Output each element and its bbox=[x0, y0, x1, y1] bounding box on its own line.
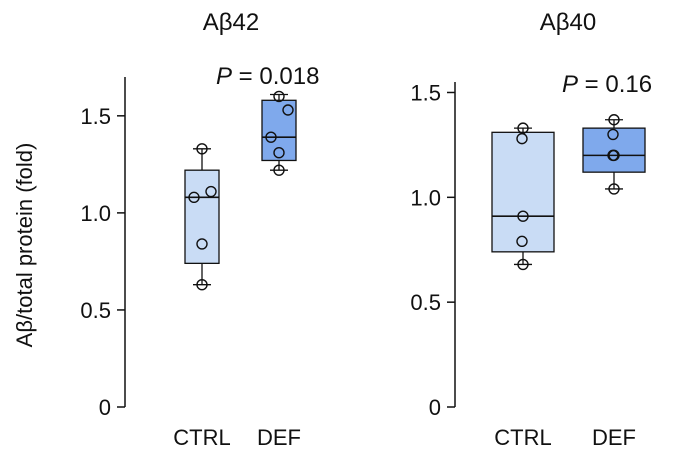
panel-abeta42-plot: 0 0.5 1.0 1.5 CTRL DEF bbox=[80, 77, 301, 450]
data-point bbox=[265, 131, 277, 143]
box-iqr bbox=[184, 169, 220, 265]
panel-abeta42-y-tick-label: 0 bbox=[99, 395, 111, 420]
panel-abeta40-title: Aβ40 bbox=[540, 9, 597, 36]
panel-abeta42-x-label-ctrl: CTRL bbox=[173, 425, 230, 450]
panel-abeta40-x-label-def: DEF bbox=[592, 425, 636, 450]
data-point bbox=[273, 147, 285, 159]
panel-abeta40-y-tick-label: 0.5 bbox=[410, 290, 441, 315]
box-iqr bbox=[491, 131, 555, 253]
data-point bbox=[273, 164, 285, 176]
data-point bbox=[608, 183, 620, 195]
panel-abeta40-plot: 0 0.5 1.0 1.5 CTRL DEF bbox=[410, 80, 646, 450]
panel-abeta40-p-value: P = 0.16 bbox=[562, 71, 652, 98]
panel-abeta42-p-letter: P bbox=[216, 63, 232, 90]
data-point bbox=[517, 122, 529, 134]
panel-abeta42-p-value: P = 0.018 bbox=[216, 63, 319, 90]
data-point bbox=[196, 279, 208, 291]
panel-abeta40-p-letter: P bbox=[562, 71, 578, 98]
data-point bbox=[205, 185, 217, 198]
data-point bbox=[516, 235, 528, 248]
data-point bbox=[196, 238, 208, 250]
panel-abeta42-p-text: = 0.018 bbox=[232, 63, 319, 90]
data-point bbox=[188, 191, 200, 204]
data-point bbox=[608, 149, 620, 162]
data-point bbox=[282, 104, 294, 116]
data-point bbox=[608, 114, 620, 126]
panel-abeta42-y-tick-label: 1.5 bbox=[80, 104, 111, 129]
panel-abeta40-x-label-ctrl: CTRL bbox=[494, 425, 551, 450]
y-axis-label: Aβ/total protein (fold) bbox=[12, 143, 37, 348]
panel-abeta40-box-ctrl bbox=[491, 122, 555, 271]
panel-abeta40-p-text: = 0.16 bbox=[578, 71, 652, 98]
panel-abeta42-title: Aβ42 bbox=[203, 9, 260, 36]
panel-abeta40-box-def bbox=[582, 114, 646, 195]
panel-abeta42-y-tick-label: 0.5 bbox=[80, 298, 111, 323]
data-point bbox=[607, 128, 619, 141]
data-point bbox=[273, 90, 285, 103]
box-iqr bbox=[261, 99, 297, 162]
panel-abeta40-y-tick-label: 1.0 bbox=[410, 185, 441, 210]
panel-abeta40-y-tick-label: 1.5 bbox=[410, 80, 441, 105]
data-point bbox=[517, 258, 529, 271]
panel-abeta42: Aβ42 P = 0.018 0 0.5 1.0 1.5 CTRL DEF bbox=[80, 9, 319, 450]
data-point bbox=[517, 210, 529, 222]
panel-abeta40-y-tick-label: 0 bbox=[429, 395, 441, 420]
panel-abeta42-x-label-def: DEF bbox=[257, 425, 301, 450]
data-point bbox=[196, 143, 208, 155]
panel-abeta40: Aβ40 P = 0.16 0 0.5 1.0 1.5 CTRL DEF bbox=[410, 9, 652, 450]
panel-abeta42-y-tick-label: 1.0 bbox=[80, 201, 111, 226]
panel-abeta42-box-ctrl bbox=[184, 143, 220, 291]
panel-abeta42-box-def bbox=[261, 90, 297, 176]
